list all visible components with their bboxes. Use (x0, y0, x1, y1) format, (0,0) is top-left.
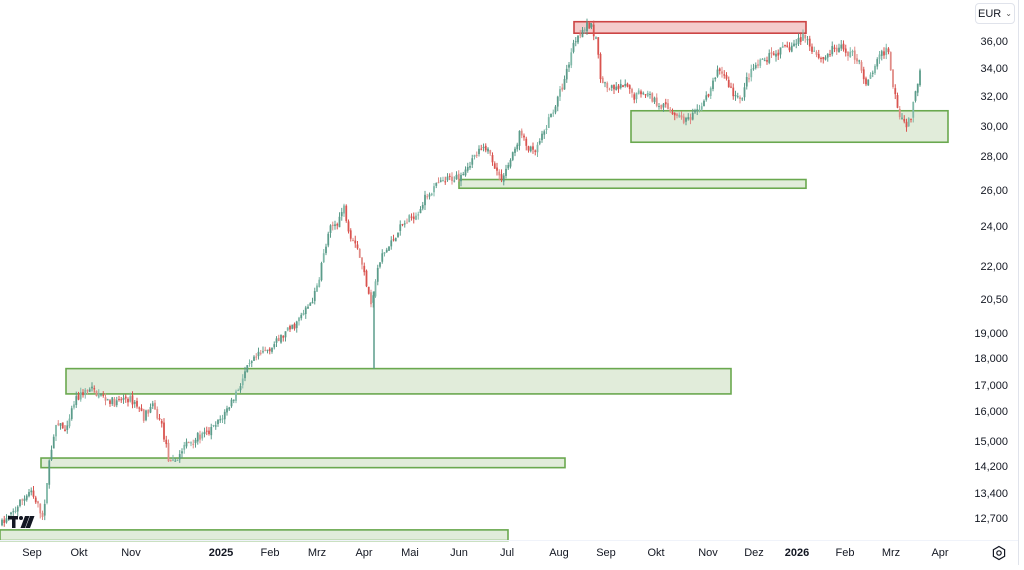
time-tick-label: Nov (698, 547, 718, 559)
time-tick-label: Okt (70, 547, 87, 559)
time-tick-label: Feb (836, 547, 855, 559)
price-tick-label: 30,00 (980, 121, 1008, 133)
chevron-down-icon: ⌄ (1005, 9, 1012, 18)
time-axis-divider (0, 540, 1018, 541)
gear-icon (992, 545, 1006, 561)
price-tick-label: 18,000 (974, 353, 1008, 365)
time-tick-label: Mai (401, 547, 419, 559)
support-zone[interactable] (0, 529, 509, 542)
price-tick-label: 15,000 (974, 436, 1008, 448)
support-zone[interactable] (40, 457, 566, 469)
zones-layer (0, 20, 949, 542)
time-tick-label: 2025 (209, 547, 233, 559)
support-zone[interactable] (458, 178, 807, 190)
price-tick-label: 12,700 (974, 513, 1008, 525)
time-tick-label: Mrz (882, 547, 900, 559)
time-tick-label: Jul (500, 547, 514, 559)
currency-label: EUR (978, 7, 1002, 20)
candles-layer (1, 18, 921, 527)
time-tick-label: 2026 (785, 547, 809, 559)
tradingview-logo-icon (8, 516, 35, 528)
time-tick-label: Sep (596, 547, 616, 559)
chart-settings-button[interactable] (990, 544, 1008, 562)
price-tick-label: 36,00 (980, 36, 1008, 48)
time-axis[interactable]: Sep Okt Nov 2025 Feb Mrz Apr Mai Jun Jul Aug Sep Okt… (22, 547, 949, 559)
tradingview-logo[interactable] (8, 515, 36, 529)
price-tick-label: 28,00 (980, 151, 1008, 163)
currency-selector[interactable]: EUR ⌄ (975, 3, 1015, 24)
time-tick-label: Feb (261, 547, 280, 559)
price-tick-label: 22,00 (980, 261, 1008, 273)
price-axis[interactable]: 36,00 34,00 32,00 30,00 28,00 26,00 24,00 22,00… (974, 36, 1008, 525)
time-tick-label: Apr (931, 547, 948, 559)
time-tick-label: Okt (647, 547, 664, 559)
time-tick-label: Aug (549, 547, 569, 559)
time-tick-label: Jun (450, 547, 468, 559)
price-tick-label: 19,000 (974, 328, 1008, 340)
support-zone[interactable] (65, 367, 732, 395)
price-tick-label: 24,00 (980, 221, 1008, 233)
price-tick-label: 34,00 (980, 63, 1008, 75)
price-tick-label: 20,50 (980, 294, 1008, 306)
time-tick-label: Mrz (308, 547, 326, 559)
price-axis-divider (1018, 0, 1019, 565)
price-tick-label: 16,000 (974, 406, 1008, 418)
time-tick-label: Dez (744, 547, 764, 559)
time-tick-label: Apr (355, 547, 372, 559)
price-tick-label: 13,400 (974, 488, 1008, 500)
price-tick-label: 26,00 (980, 185, 1008, 197)
resistance-zone[interactable] (573, 20, 807, 34)
price-tick-label: 14,200 (974, 461, 1008, 473)
price-tick-label: 32,00 (980, 91, 1008, 103)
price-tick-label: 17,000 (974, 380, 1008, 392)
time-tick-label: Nov (121, 547, 141, 559)
time-tick-label: Sep (22, 547, 42, 559)
